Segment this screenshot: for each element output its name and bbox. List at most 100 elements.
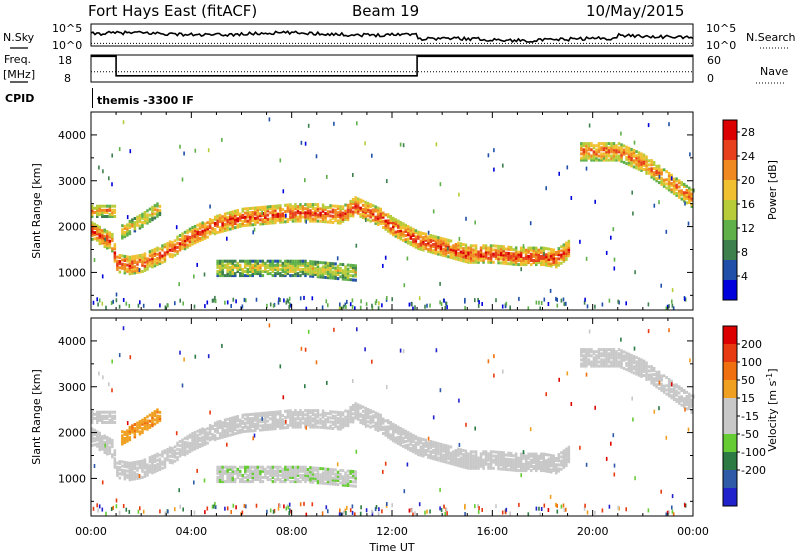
heatmap-cell — [311, 262, 315, 266]
heatmap-cell — [304, 261, 307, 265]
heatmap-cell — [221, 469, 224, 473]
heatmap-cell — [279, 216, 282, 220]
heatmap-cell — [256, 272, 259, 276]
heatmap-cell — [472, 450, 475, 454]
heatmap-cell — [196, 446, 199, 450]
noise-cell — [179, 144, 181, 149]
heatmap-cell — [261, 274, 265, 278]
heatmap-cell — [346, 278, 350, 281]
heatmap-cell — [309, 423, 312, 427]
heatmap-cell — [98, 412, 101, 416]
heatmap-cell — [276, 412, 280, 416]
heatmap-cell — [449, 453, 453, 457]
heatmap-cell — [331, 482, 335, 486]
nsky-tick-high-left: 10^5 — [52, 22, 82, 35]
heatmap-cell — [514, 456, 518, 460]
noise-cell — [384, 461, 387, 466]
heatmap-cell — [314, 207, 317, 211]
heatmap-cell — [123, 441, 127, 445]
heatmap-cell — [108, 445, 112, 449]
heatmap-cell — [281, 473, 285, 477]
heatmap-cell — [106, 452, 109, 456]
heatmap-cell — [647, 365, 651, 369]
heatmap-cell — [560, 451, 563, 455]
heatmap-cell — [444, 444, 448, 448]
heatmap-cell — [670, 173, 673, 177]
heatmap-cell — [429, 446, 433, 450]
heatmap-cell — [218, 263, 222, 267]
heatmap-cell — [585, 156, 588, 160]
heatmap-cell — [216, 430, 219, 434]
heatmap-cell — [376, 221, 380, 224]
heatmap-cell — [354, 196, 357, 200]
heatmap-cell — [289, 267, 292, 271]
heatmap-cell — [246, 207, 249, 211]
heatmap-cell — [512, 256, 515, 260]
heatmap-cell — [474, 466, 478, 470]
heatmap-cell — [123, 475, 127, 479]
heatmap-cell — [254, 478, 257, 482]
heatmap-cell — [186, 435, 189, 439]
heatmap-cell — [239, 265, 242, 269]
heatmap-cell — [567, 451, 571, 455]
heatmap-cell — [296, 209, 300, 213]
heatmap-cell — [597, 364, 601, 368]
heatmap-cell — [660, 384, 663, 388]
heatmap-cell — [261, 420, 265, 424]
heatmap-cell — [346, 271, 350, 275]
heatmap-cell — [560, 459, 563, 463]
heatmap-cell — [361, 203, 365, 207]
heatmap-cell — [537, 254, 540, 258]
heatmap-cell — [223, 465, 227, 469]
heatmap-cell — [289, 203, 292, 207]
heatmap-cell — [296, 274, 300, 278]
heatmap-cell — [151, 422, 154, 426]
heatmap-cell — [314, 273, 317, 276]
heatmap-cell — [502, 253, 505, 257]
heatmap-cell — [484, 450, 488, 454]
heatmap-cell — [133, 217, 137, 220]
heatmap-cell — [509, 468, 513, 472]
heatmap-cell — [229, 259, 232, 263]
heatmap-cell — [106, 416, 109, 420]
heatmap-cell — [198, 432, 202, 436]
heatmap-cell — [163, 451, 167, 455]
heatmap-cell — [146, 259, 149, 263]
heatmap-cell — [274, 410, 277, 414]
heatmap-cell — [419, 437, 423, 441]
noise-cell — [665, 229, 668, 234]
heatmap-cell — [517, 252, 520, 256]
heatmap-cell — [138, 260, 142, 264]
heatmap-cell — [246, 261, 249, 265]
heatmap-cell — [530, 458, 533, 462]
heatmap-cell — [417, 243, 420, 246]
heatmap-cell — [645, 377, 648, 381]
heatmap-cell — [281, 270, 285, 273]
noise-cell — [556, 509, 559, 514]
heatmap-cell — [645, 369, 648, 373]
heatmap-cell — [226, 430, 229, 434]
heatmap-cell — [409, 449, 413, 452]
heatmap-cell — [552, 256, 555, 260]
heatmap-cell — [306, 415, 310, 419]
heatmap-cell — [645, 367, 648, 371]
heatmap-cell — [688, 400, 691, 404]
heatmap-cell — [467, 252, 470, 256]
heatmap-cell — [146, 421, 149, 425]
heatmap-cell — [650, 373, 653, 377]
heatmap-cell — [655, 374, 658, 378]
noise-cell — [122, 298, 125, 302]
heatmap-cell — [632, 357, 636, 361]
heatmap-cell — [640, 160, 643, 164]
heatmap-cell — [264, 265, 267, 269]
heatmap-cell — [168, 448, 172, 452]
heatmap-cell — [688, 188, 691, 192]
heatmap-cell — [414, 449, 418, 453]
noise-cell — [684, 201, 686, 206]
heatmap-cell — [229, 417, 232, 421]
heatmap-cell — [246, 259, 249, 263]
heatmap-cell — [249, 274, 252, 278]
heatmap-cell — [271, 469, 275, 473]
heatmap-cell — [504, 251, 508, 255]
heatmap-cell — [158, 468, 162, 471]
